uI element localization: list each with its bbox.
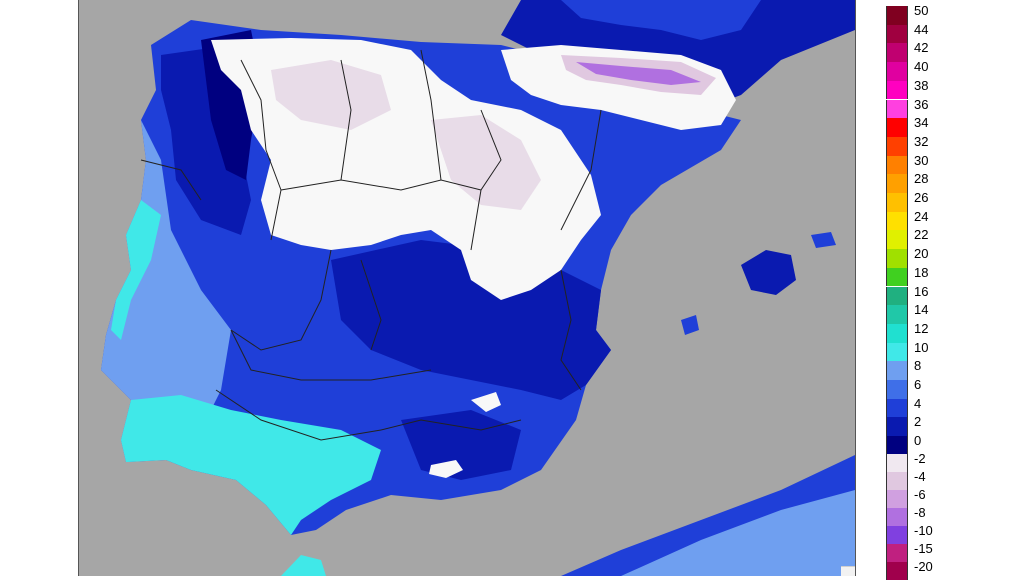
temperature-map <box>78 0 856 576</box>
legend-swatch <box>886 490 908 508</box>
legend-label: 20 <box>914 246 929 262</box>
legend-swatch <box>886 508 908 526</box>
west-band <box>101 120 231 462</box>
legend-label: -4 <box>914 469 926 484</box>
legend-swatch <box>886 43 908 63</box>
legend-label: 40 <box>914 59 929 75</box>
legend-swatch <box>886 380 908 399</box>
legend-label: -2 <box>914 451 926 466</box>
legend-label: 10 <box>914 339 929 355</box>
aemet-logo <box>841 566 855 576</box>
temperature-legend: 50 44 42 40 38 36 34 32 30 28 26 24 22 20 18 16 14 12 10 8 6… <box>870 0 1024 580</box>
legend-swatch <box>886 342 908 362</box>
map-svg <box>101 0 855 576</box>
legend-swatch <box>886 361 908 380</box>
legend-swatch <box>886 136 908 156</box>
legend-swatch <box>886 267 908 287</box>
legend-label: 30 <box>914 152 929 168</box>
legend-label: 36 <box>914 96 929 112</box>
mallorca <box>741 250 796 295</box>
legend-swatch <box>886 230 908 250</box>
legend-label: 24 <box>914 208 929 224</box>
legend-label: 0 <box>914 433 922 449</box>
purple-pyrenees <box>576 62 701 85</box>
legend-swatch <box>886 562 908 580</box>
legend-swatch <box>886 398 908 418</box>
legend-swatch <box>886 417 908 437</box>
legend-label: 4 <box>914 395 922 411</box>
france-frost <box>561 0 761 40</box>
legend-swatch <box>886 80 908 100</box>
legend-label: -8 <box>914 505 926 520</box>
frost-sierra-nevada <box>429 460 463 478</box>
legend-swatch <box>886 193 908 212</box>
legend-label: 44 <box>914 21 929 37</box>
legend-swatch <box>886 155 908 175</box>
legend-label: 8 <box>914 358 922 374</box>
cyan-south <box>121 395 381 535</box>
regional-borders <box>140 49 602 441</box>
legend-label: 18 <box>914 264 929 280</box>
legend-label: -15 <box>914 541 933 556</box>
legend-label: 14 <box>914 302 929 318</box>
legend-label: 28 <box>914 171 929 187</box>
legend-label: 2 <box>914 414 922 430</box>
north-africa-inland <box>621 490 855 576</box>
ibiza <box>681 315 699 335</box>
legend-label: 32 <box>914 133 929 149</box>
legend-swatch <box>886 472 908 490</box>
legend-swatch <box>886 436 908 455</box>
legend-label: 22 <box>914 227 929 243</box>
legend-label: -20 <box>914 559 933 574</box>
legend-swatch <box>886 174 908 193</box>
legend-swatch <box>886 118 908 137</box>
legend-swatch <box>886 62 908 81</box>
legend-label: 12 <box>914 320 929 336</box>
legend-swatch <box>886 99 908 119</box>
legend-swatch <box>886 6 908 25</box>
legend-swatch <box>886 323 908 343</box>
morocco-tip <box>281 555 326 576</box>
legend-swatch <box>886 526 908 544</box>
legend-swatch <box>886 249 908 268</box>
legend-label: -6 <box>914 487 926 502</box>
legend-swatch <box>886 211 908 231</box>
legend-swatch <box>886 24 908 44</box>
legend-label: 16 <box>914 283 929 299</box>
lilac-meseta-2 <box>431 115 541 210</box>
legend-label: 38 <box>914 77 929 93</box>
legend-label: 42 <box>914 40 929 56</box>
lilac-meseta-1 <box>271 60 391 130</box>
legend-label: 26 <box>914 190 929 205</box>
legend-label: 50 <box>914 3 929 18</box>
legend-swatch <box>886 454 908 472</box>
frost-cazorla <box>471 392 501 412</box>
legend-label: 6 <box>914 377 922 392</box>
cyan-portugal-coast <box>111 200 161 340</box>
legend-label: -10 <box>914 523 933 538</box>
legend-swatch <box>886 286 908 306</box>
legend-swatch <box>886 544 908 562</box>
legend-label: 34 <box>914 115 929 131</box>
legend-swatch <box>886 305 908 324</box>
menorca <box>811 232 836 248</box>
